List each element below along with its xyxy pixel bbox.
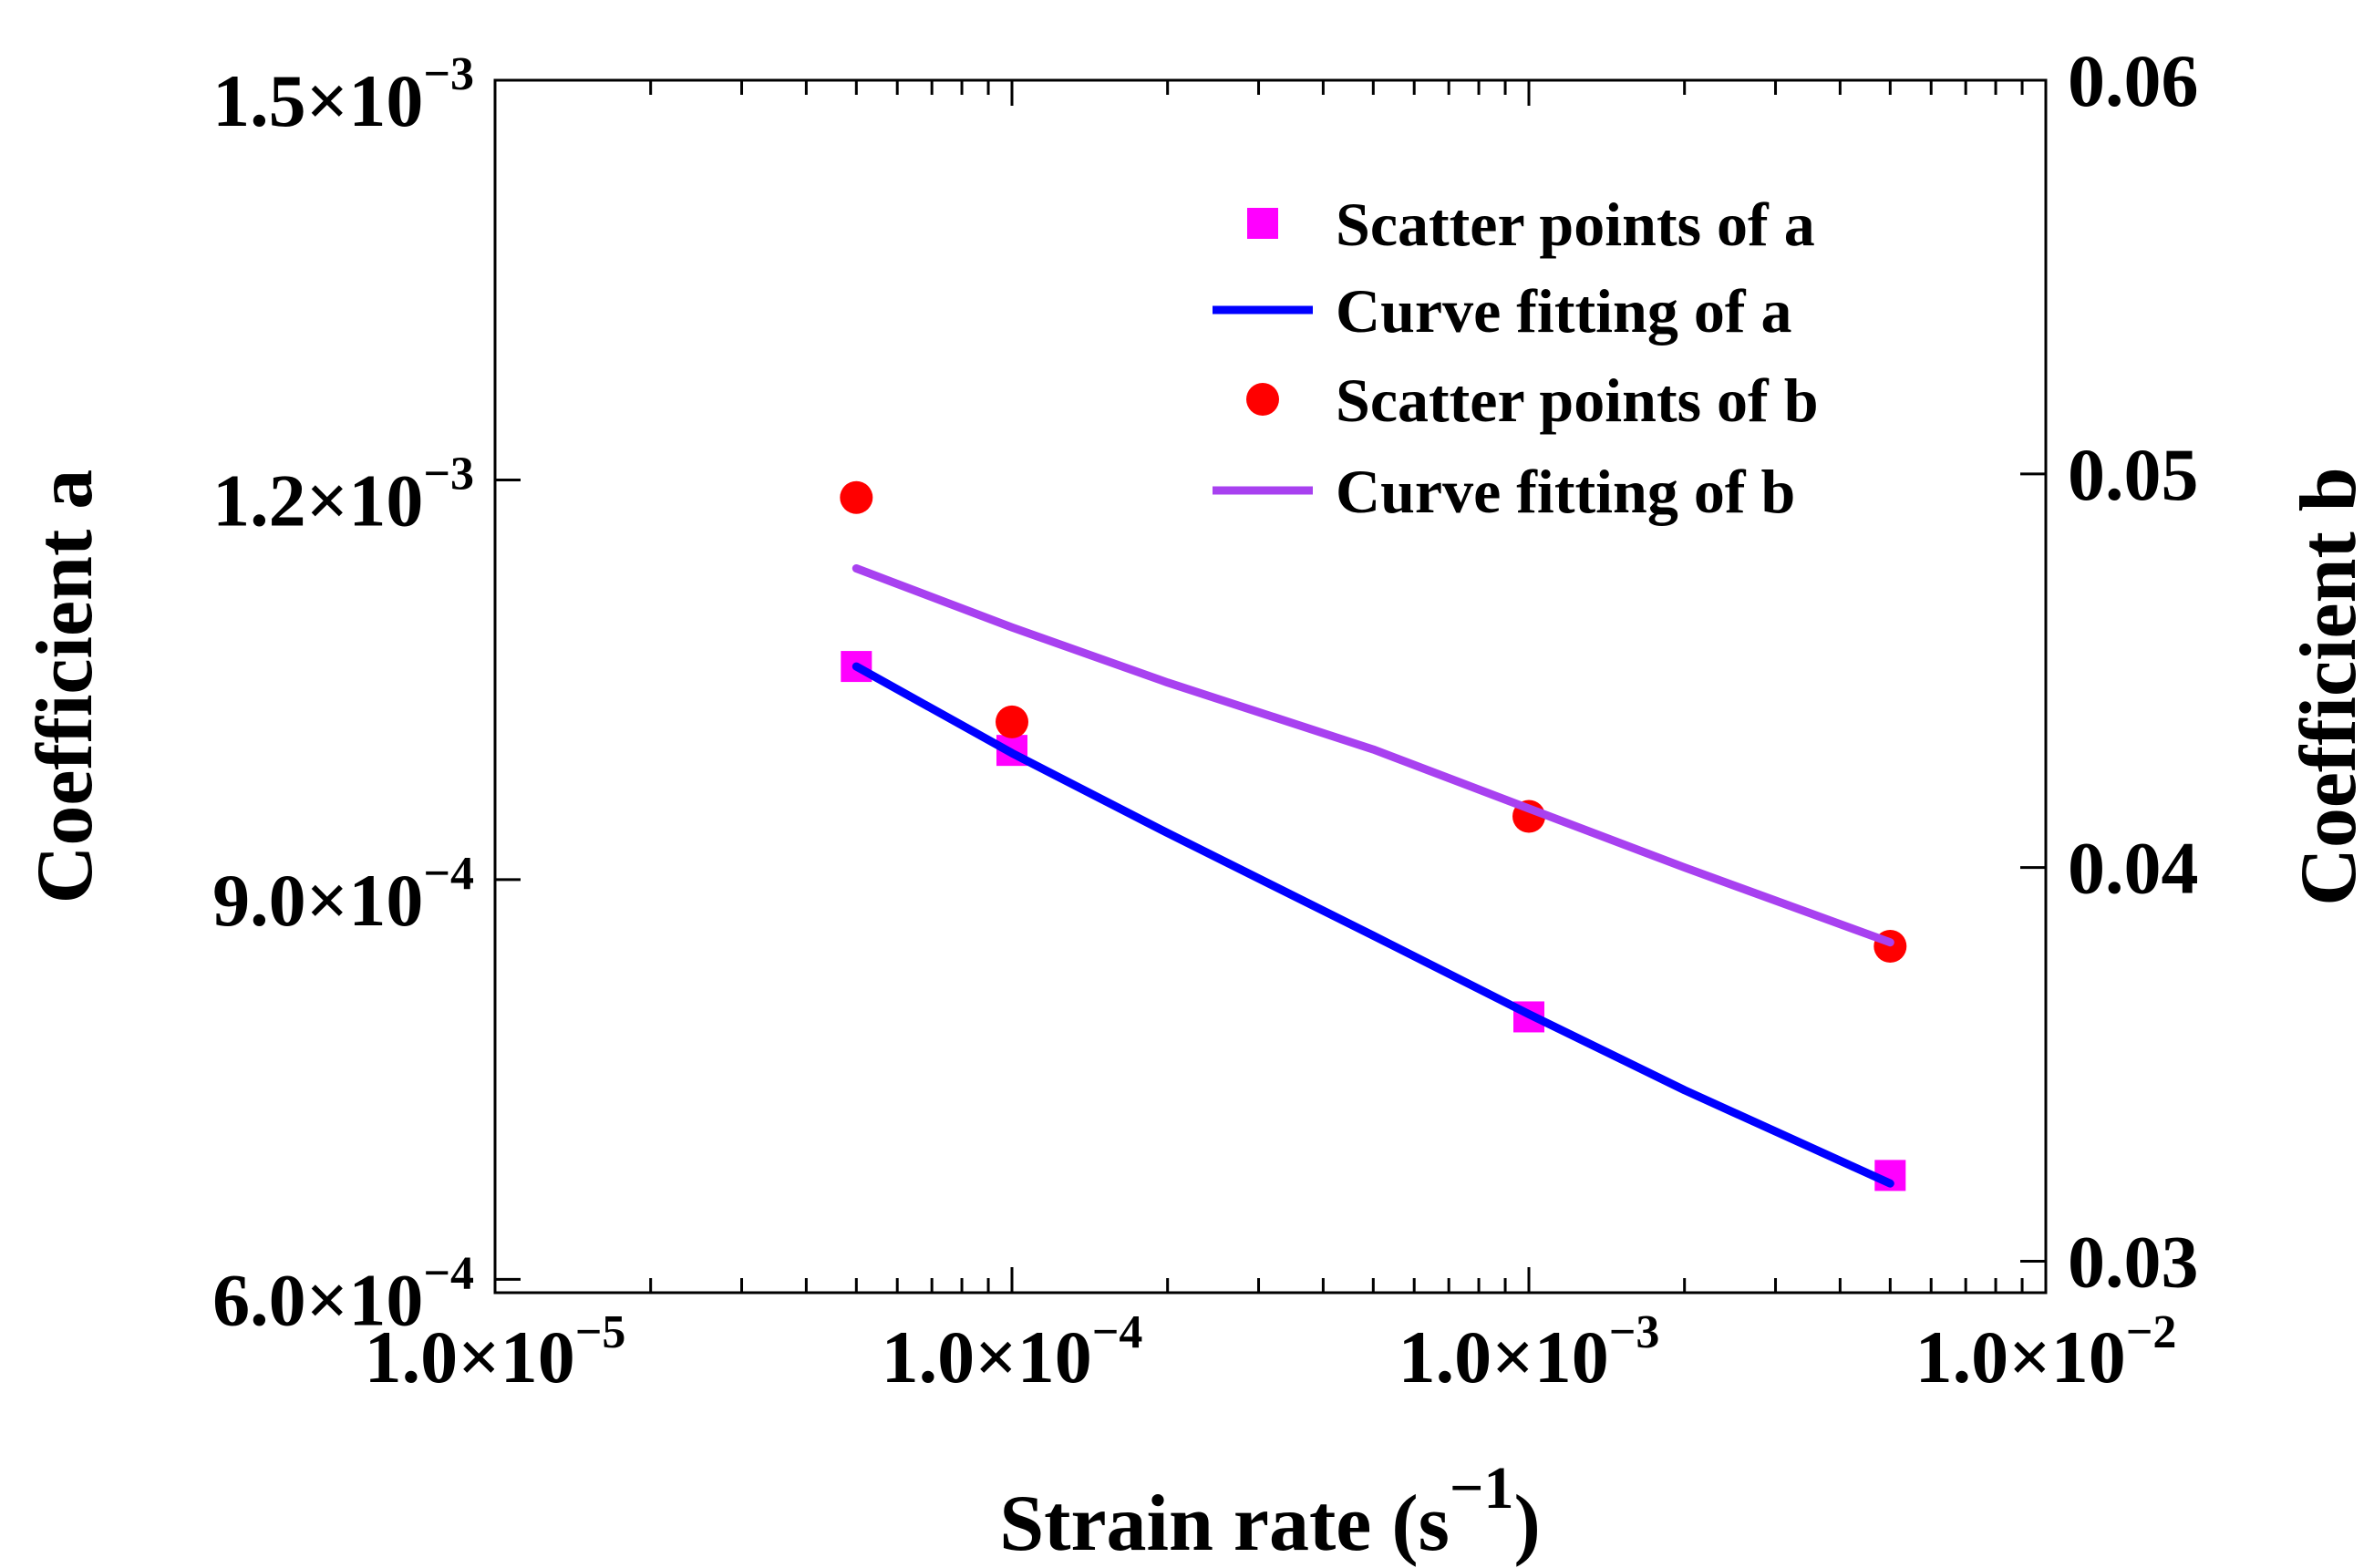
y-left-tick-mantissa: 1.5×10 <box>212 59 423 142</box>
legend-label: Scatter points of a <box>1336 190 1815 259</box>
y-left-tick-label: 1.2×10−3 <box>212 448 474 542</box>
x-tick-mantissa: 1.0×10 <box>882 1315 1092 1398</box>
y-left-tick-mantissa: 9.0×10 <box>212 859 423 942</box>
x-ticks <box>493 80 2048 1293</box>
y-left-tick-exponent: −4 <box>423 848 474 900</box>
y-left-axis-title: Coefficient a <box>21 469 109 903</box>
fit-line <box>852 662 1894 1188</box>
y-right-tick-label: 0.05 <box>2068 433 2199 516</box>
y-right-tick-label: 0.04 <box>2068 827 2199 910</box>
x-tick-mantissa: 1.0×10 <box>1915 1315 2126 1398</box>
legend: Scatter points of a Curve fitting of a Sca… <box>1213 190 1819 526</box>
x-tick-label: 1.0×10−2 <box>1915 1306 2177 1398</box>
x-tick-label: 1.0×10−3 <box>1399 1306 1660 1398</box>
data-point-circle <box>840 480 873 514</box>
data-point-circle <box>996 705 1028 738</box>
y-left-tick-mantissa: 6.0×10 <box>212 1258 423 1341</box>
plot-frame <box>493 78 2048 1295</box>
legend-label: Curve fitting of b <box>1336 457 1795 526</box>
fit-line <box>852 564 1894 947</box>
x-axis-title-main: Strain rate (s <box>999 1480 1450 1568</box>
legend-label: Curve fitting of a <box>1336 276 1791 346</box>
y-left-tick-exponent: −3 <box>423 48 474 100</box>
y-right-axis-title: Coefficient b <box>2285 467 2373 905</box>
y-right-tick-label: 0.03 <box>2068 1220 2199 1303</box>
y-left-tick-exponent: −4 <box>423 1247 474 1299</box>
y-left-tick-exponent: −3 <box>423 448 474 500</box>
legend-square-symbol <box>1247 208 1278 239</box>
y-left-tick-label: 1.5×10−3 <box>212 48 474 142</box>
x-tick-exponent: −3 <box>1609 1306 1660 1358</box>
y-left-tick-label: 9.0×10−4 <box>212 848 474 942</box>
x-axis-title-close: ) <box>1513 1480 1540 1568</box>
x-tick-exponent: −4 <box>1092 1306 1143 1358</box>
x-tick-mantissa: 1.0×10 <box>1399 1315 1609 1398</box>
x-axis-title-sup: −1 <box>1450 1455 1514 1522</box>
legend-circle-symbol <box>1246 383 1279 416</box>
x-tick-label: 1.0×10−5 <box>365 1306 626 1398</box>
x-tick-label: 1.0×10−4 <box>882 1306 1143 1398</box>
x-axis-title: Strain rate (s−1) <box>999 1455 1541 1568</box>
series-3 <box>852 564 1894 947</box>
legend-label: Scatter points of b <box>1336 366 1819 435</box>
x-tick-exponent: −5 <box>575 1306 626 1358</box>
x-tick-exponent: −2 <box>2126 1306 2177 1358</box>
y-right-tick-label: 0.06 <box>2068 39 2199 122</box>
y-left-tick-label: 6.0×10−4 <box>212 1247 474 1341</box>
x-tick-mantissa: 1.0×10 <box>365 1315 575 1398</box>
series-1 <box>852 662 1894 1188</box>
y-left-tick-mantissa: 1.2×10 <box>212 459 423 542</box>
